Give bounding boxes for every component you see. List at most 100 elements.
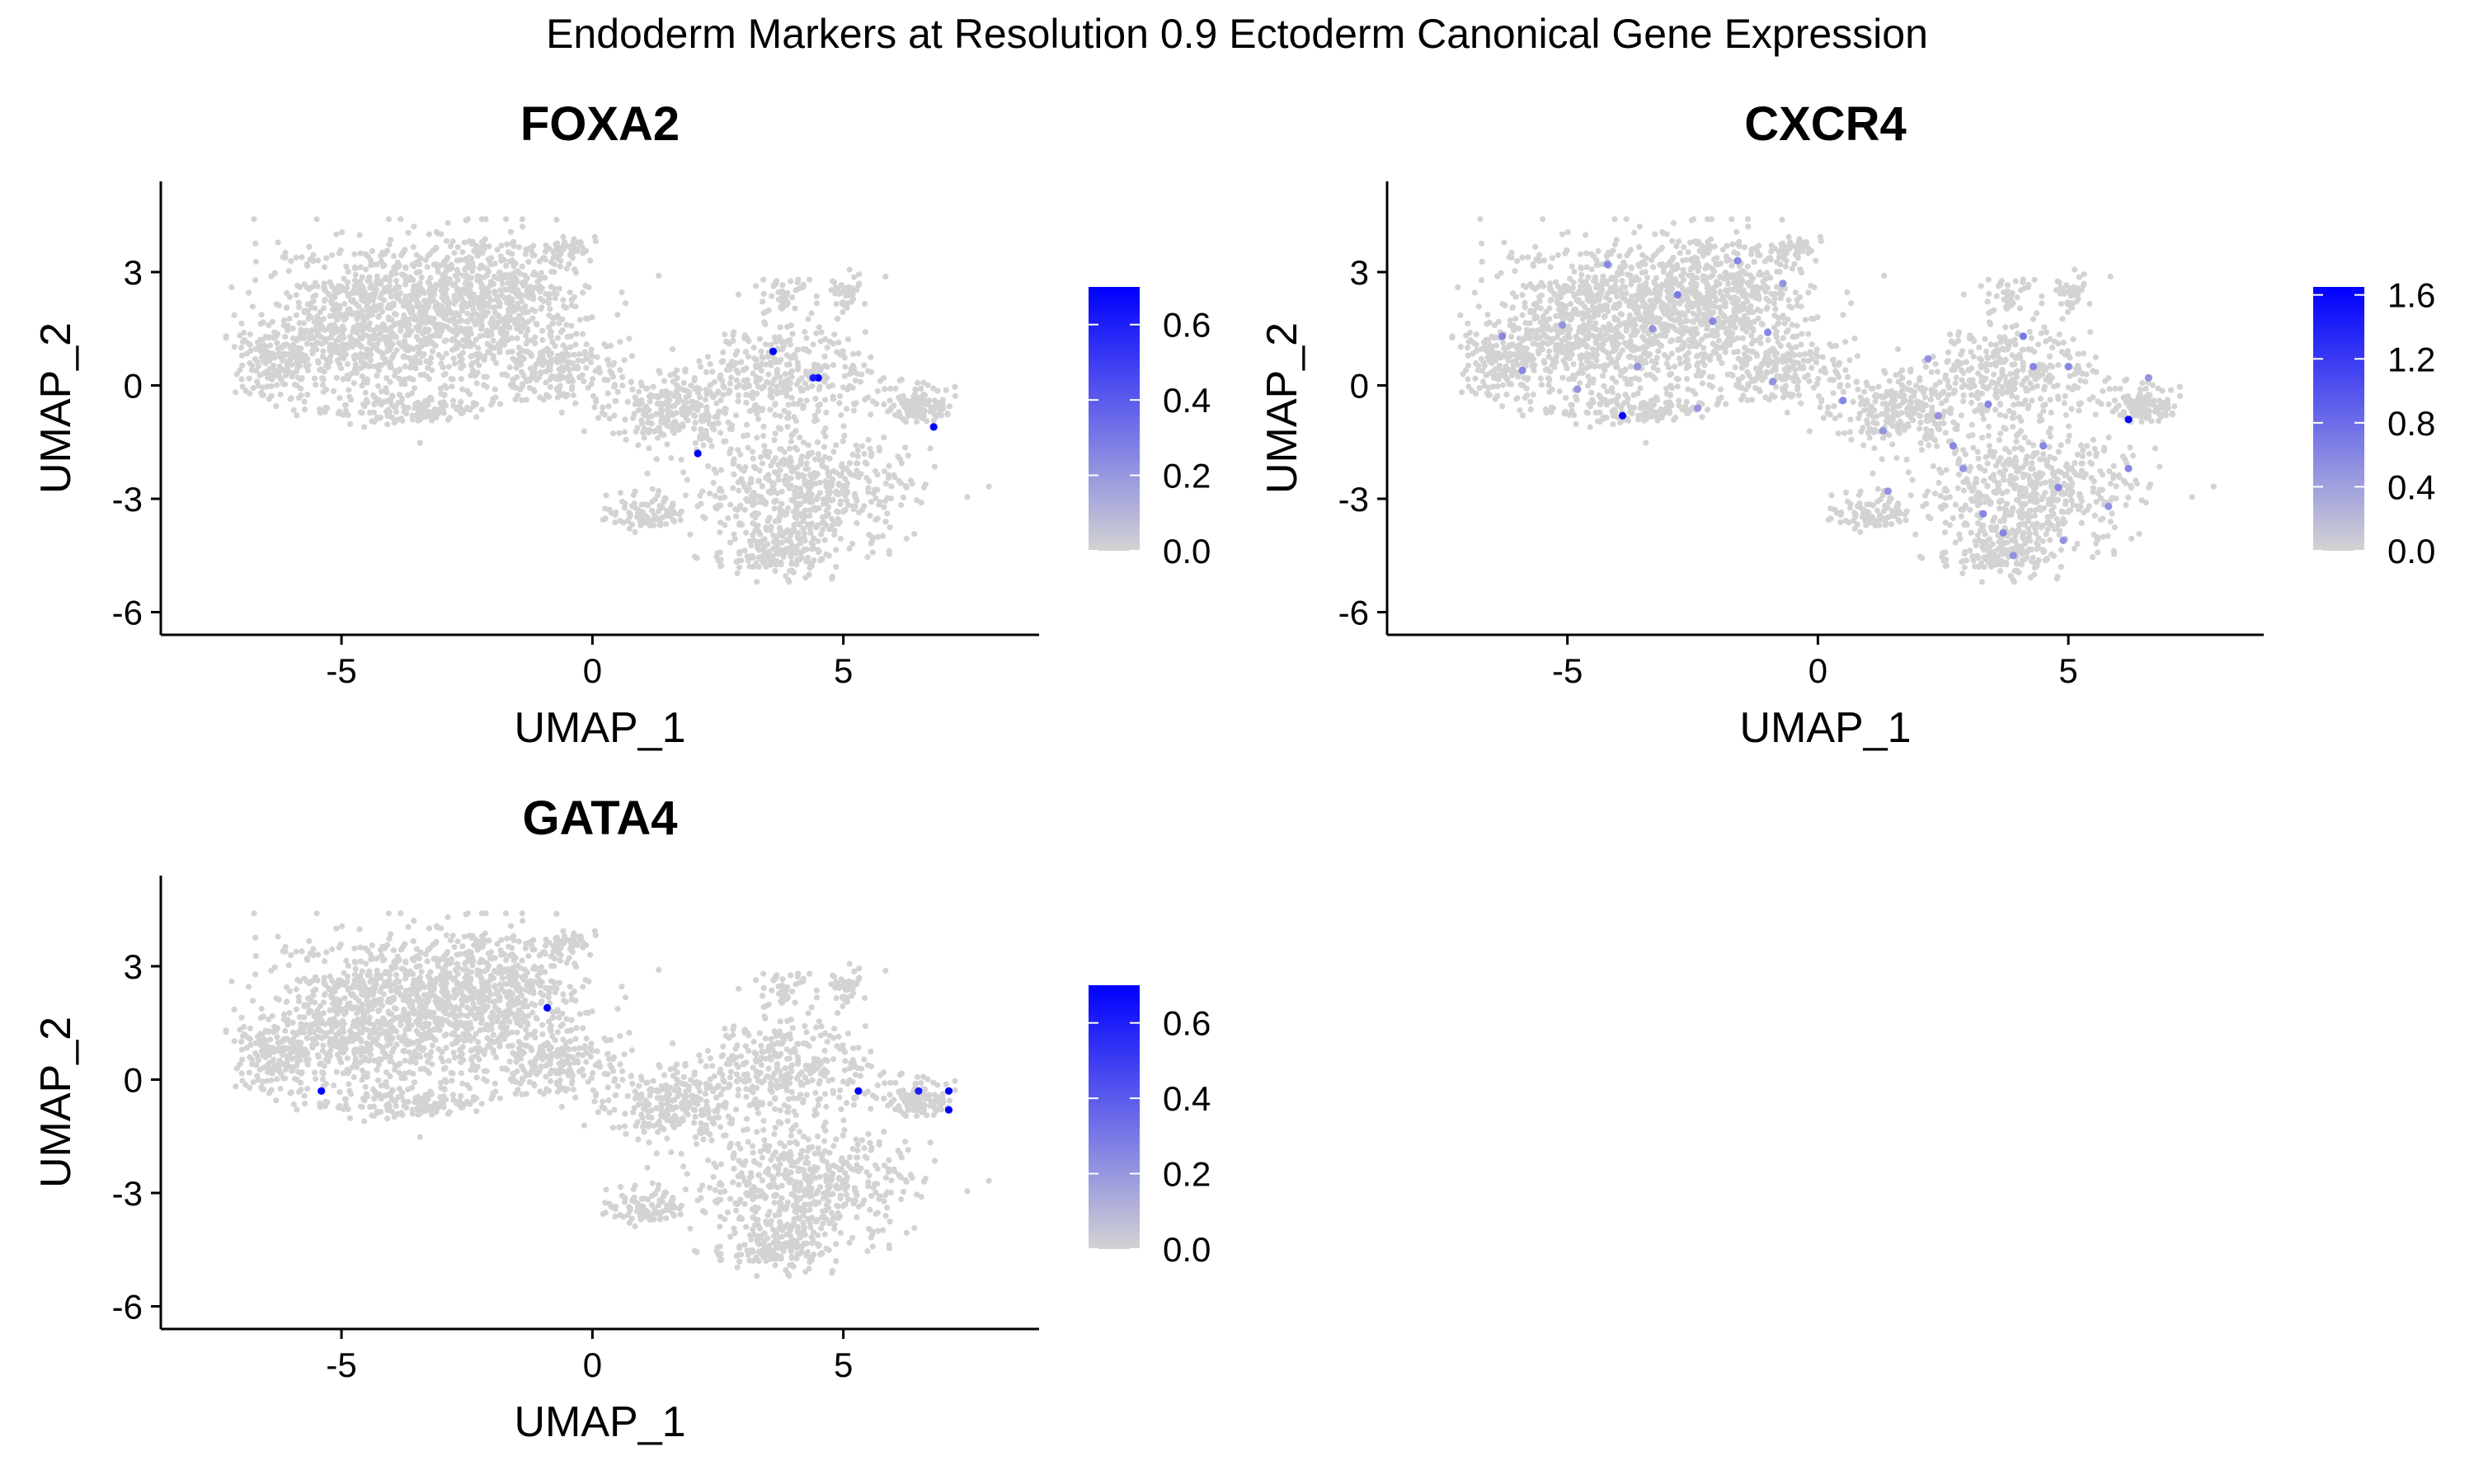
cell-point — [443, 256, 449, 263]
cell-point — [700, 442, 707, 448]
cell-point — [438, 287, 444, 294]
cell-point — [361, 424, 368, 430]
cell-point — [463, 303, 470, 310]
cell-point — [382, 276, 388, 283]
cell-point — [778, 446, 784, 453]
cell-point — [402, 294, 409, 300]
cell-point — [1589, 298, 1596, 305]
cell-point — [752, 362, 760, 369]
cell-point — [1516, 325, 1522, 331]
cell-point — [359, 274, 365, 280]
cell-point — [463, 277, 470, 284]
cell-point — [469, 367, 477, 373]
cell-point — [369, 418, 375, 425]
cell-point — [797, 434, 803, 441]
cell-point — [911, 531, 918, 538]
cell-point — [382, 356, 388, 363]
cell-point — [369, 248, 375, 255]
cell-point — [653, 393, 660, 400]
cell-point — [713, 553, 720, 561]
cell-point — [451, 281, 458, 288]
cell-point — [828, 287, 835, 294]
cell-point — [1689, 303, 1696, 310]
cell-point — [1685, 249, 1691, 256]
cell-point — [774, 366, 781, 373]
cell-point — [824, 345, 830, 351]
colorbar-tick-label: 0.2 — [1163, 457, 1211, 495]
cell-point — [712, 492, 719, 500]
cell-point — [1659, 261, 1666, 268]
cell-point — [807, 276, 813, 283]
cell-point — [403, 411, 410, 417]
cell-point — [641, 434, 647, 441]
cell-point — [757, 531, 764, 538]
cell-point — [620, 519, 627, 526]
cell-point — [840, 438, 846, 444]
cell-point — [765, 354, 772, 360]
y-axis-label: UMAP_2 — [32, 322, 80, 494]
cell-point — [624, 398, 631, 405]
cell-point — [418, 307, 425, 313]
cell-point — [1578, 277, 1584, 284]
cell-point — [707, 382, 713, 388]
colorbar-gradient — [1089, 287, 1140, 551]
cell-point — [777, 324, 783, 331]
cell-point — [560, 342, 567, 349]
cell-point — [400, 354, 407, 360]
cell-point — [548, 268, 555, 275]
cell-point — [806, 481, 812, 488]
cell-point — [513, 317, 520, 323]
cell-point — [1802, 317, 1808, 323]
cell-point — [904, 404, 910, 411]
cell-point — [1547, 280, 1554, 287]
cell-point — [1532, 243, 1539, 250]
cell-point — [345, 279, 351, 286]
cell-point — [728, 374, 735, 381]
cell-point — [813, 300, 821, 307]
cell-point — [640, 509, 647, 516]
cell-point — [1514, 258, 1521, 265]
cell-point — [252, 277, 259, 284]
cell-point — [497, 329, 504, 336]
cell-point — [783, 352, 790, 359]
cell-point — [834, 508, 840, 515]
cell-point — [735, 392, 742, 399]
cell-point — [458, 398, 464, 405]
cell-point — [1780, 335, 1786, 341]
cell-point — [478, 284, 485, 291]
cell-point — [844, 336, 852, 343]
cell-point — [802, 328, 808, 336]
cell-point — [669, 510, 676, 516]
cell-point — [571, 351, 578, 358]
cell-point — [1593, 306, 1600, 312]
cell-point — [1610, 247, 1616, 254]
cell-point — [736, 521, 743, 528]
cell-point — [1706, 308, 1713, 314]
cell-point — [1643, 359, 1649, 366]
cell-point — [1578, 265, 1584, 272]
cell-point — [384, 341, 391, 348]
cell-point — [692, 413, 698, 420]
cell-point — [272, 369, 279, 376]
cell-point — [303, 261, 310, 268]
cell-point — [900, 494, 907, 501]
cell-point — [838, 411, 844, 419]
cell-point — [251, 216, 257, 223]
cell-point — [415, 417, 421, 424]
cell-point — [632, 401, 639, 407]
cell-point — [823, 409, 830, 416]
cell-point — [519, 216, 525, 223]
cell-point — [492, 394, 499, 401]
cell-point — [1650, 264, 1657, 270]
cell-point — [490, 304, 496, 311]
cell-point — [668, 455, 675, 462]
cell-point — [513, 278, 520, 284]
cell-point — [283, 323, 289, 330]
cell-point — [779, 282, 786, 289]
cell-point — [825, 488, 831, 495]
cell-point — [755, 510, 762, 517]
cell-point — [342, 402, 350, 408]
cell-point — [309, 350, 316, 357]
cell-point — [911, 402, 918, 409]
cell-point — [1606, 325, 1613, 331]
